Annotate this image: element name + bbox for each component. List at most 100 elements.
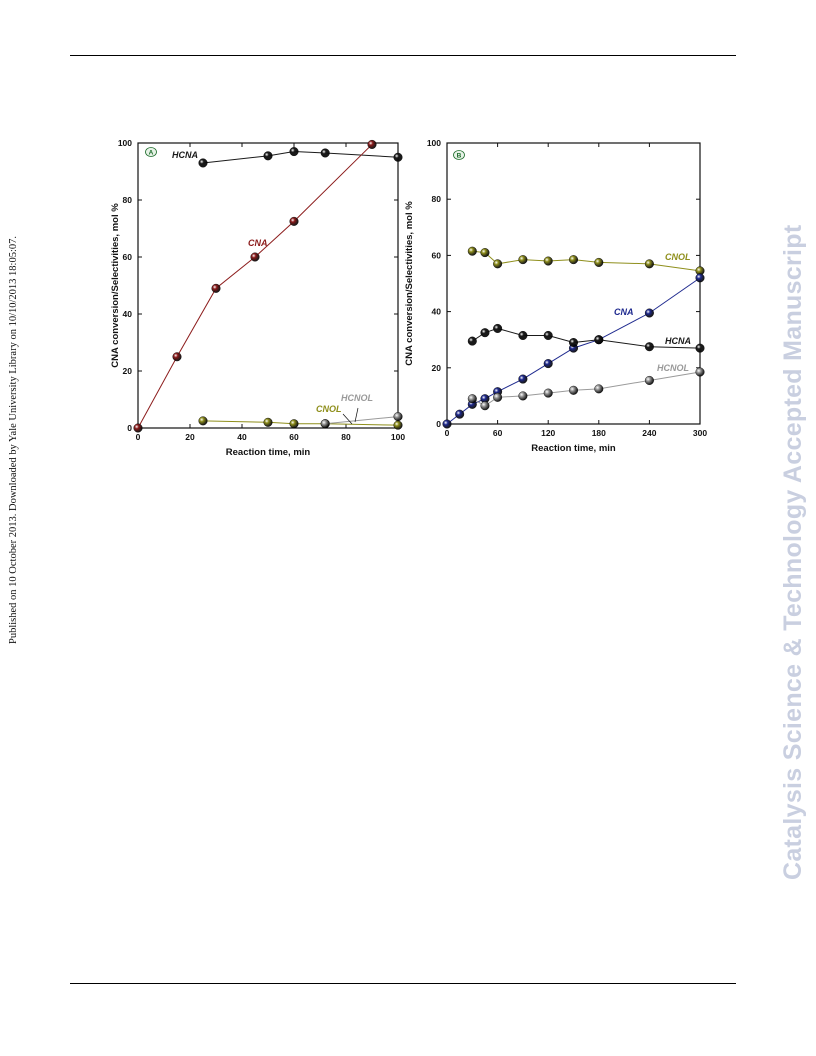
panel-tag: B <box>457 152 462 159</box>
data-point <box>393 412 403 422</box>
data-point <box>644 308 654 318</box>
data-point <box>320 419 330 429</box>
series-cnol: CNOL <box>467 246 705 276</box>
series-cna: CNA <box>133 139 377 433</box>
data-point <box>263 151 273 161</box>
data-point <box>493 323 503 333</box>
data-point <box>518 255 528 265</box>
data-point <box>250 252 260 262</box>
x-tick-label: 60 <box>289 432 299 442</box>
series-line <box>202 420 399 426</box>
data-point <box>518 374 528 384</box>
series-label: CNOL <box>316 404 342 414</box>
header-rule <box>70 55 736 56</box>
y-axis-label: CNA conversion/Selectivities, mol % <box>404 201 415 366</box>
plot-frame <box>446 142 701 425</box>
data-point <box>198 158 208 168</box>
y-tick-label: 60 <box>123 252 133 262</box>
leader-line <box>354 407 359 423</box>
data-point <box>695 343 705 353</box>
series-label: CNOL <box>665 252 691 262</box>
x-axis-label: Reaction time, min <box>531 443 616 454</box>
y-tick-label: 100 <box>118 138 132 148</box>
data-point <box>172 352 182 362</box>
y-tick-label: 80 <box>123 195 133 205</box>
y-tick-label: 0 <box>127 423 132 433</box>
data-point <box>569 338 579 348</box>
data-point <box>263 417 273 427</box>
footer-rule <box>70 983 736 984</box>
data-point <box>594 335 604 345</box>
data-point <box>594 384 604 394</box>
series-line <box>137 144 373 429</box>
data-point <box>480 328 490 338</box>
data-point <box>367 139 377 149</box>
data-point <box>289 216 299 226</box>
data-point <box>543 388 553 398</box>
x-tick-label: 0 <box>445 428 450 438</box>
data-point <box>289 419 299 429</box>
series-label: HCNOL <box>341 393 373 403</box>
y-tick-label: 100 <box>427 138 441 148</box>
data-point <box>518 330 528 340</box>
chart-panel-b: 0 60 120 180 240 300 0 20 40 60 80 100 Reaction time… <box>404 138 707 454</box>
data-point <box>695 273 705 283</box>
data-point <box>442 419 452 429</box>
x-tick-label: 20 <box>185 432 195 442</box>
data-point <box>695 367 705 377</box>
data-point <box>594 257 604 267</box>
panel-tag-circle <box>453 150 465 160</box>
series-hcna: HCNA <box>172 147 403 168</box>
x-tick-label: 240 <box>642 428 656 438</box>
series-label: CNA <box>248 238 268 248</box>
data-point <box>569 385 579 395</box>
series-hcnol: HCNOL <box>467 363 705 411</box>
data-point <box>289 147 299 157</box>
data-point <box>644 375 654 385</box>
leader-line <box>342 413 353 425</box>
data-point <box>393 420 403 430</box>
x-tick-label: 120 <box>541 428 555 438</box>
data-point <box>393 152 403 162</box>
data-point <box>644 259 654 269</box>
y-tick-label: 20 <box>123 366 133 376</box>
data-point <box>518 391 528 401</box>
series-label: CNA <box>614 307 634 317</box>
data-point <box>320 148 330 158</box>
data-point <box>493 392 503 402</box>
x-axis-label: Reaction time, min <box>226 447 311 458</box>
series-label: HCNA <box>665 336 691 346</box>
data-point <box>493 259 503 269</box>
x-tick-label: 80 <box>341 432 351 442</box>
series-line <box>202 151 399 164</box>
y-axis-label: CNA conversion/Selectivities, mol % <box>110 203 121 368</box>
y-tick-label: 0 <box>436 419 441 429</box>
data-point <box>467 336 477 346</box>
series-label: HCNOL <box>657 363 689 373</box>
series-line <box>472 371 701 407</box>
data-point <box>198 416 208 426</box>
x-tick-label: 180 <box>592 428 606 438</box>
y-tick-label: 40 <box>123 309 133 319</box>
y-tick-label: 40 <box>432 307 442 317</box>
data-point <box>455 409 465 419</box>
series-hcnol: HCNOL <box>320 393 403 429</box>
series-label: HCNA <box>172 150 198 160</box>
series-line <box>325 416 399 425</box>
data-point <box>543 330 553 340</box>
data-point <box>543 256 553 266</box>
data-point <box>543 359 553 369</box>
series-cnol: CNOL <box>198 404 403 430</box>
y-tick-label: 20 <box>432 363 442 373</box>
data-point <box>569 255 579 265</box>
data-point <box>467 394 477 404</box>
panel-tag-circle <box>145 147 157 157</box>
y-tick-label: 80 <box>432 194 442 204</box>
data-point <box>211 283 221 293</box>
y-tick-label: 60 <box>432 250 442 260</box>
x-tick-label: 0 <box>136 432 141 442</box>
plot-frame <box>137 142 399 429</box>
data-point <box>133 423 143 433</box>
